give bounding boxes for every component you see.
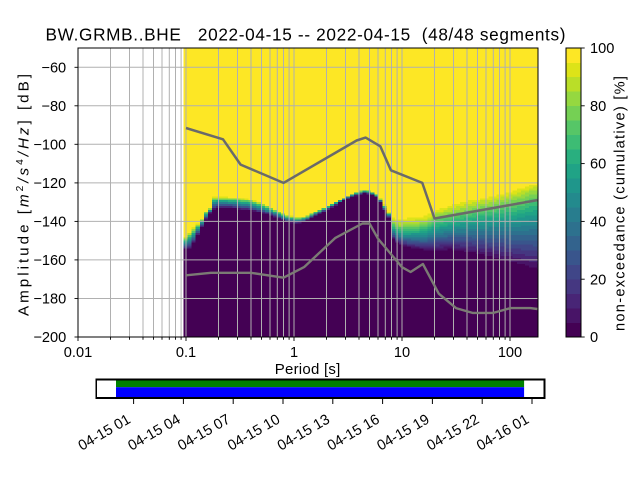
svg-text:−140: −140 — [33, 215, 66, 231]
svg-text:1: 1 — [290, 345, 298, 361]
svg-text:Period [s]: Period [s] — [275, 361, 341, 378]
svg-text:−160: −160 — [33, 253, 66, 269]
svg-text:−180: −180 — [33, 292, 66, 308]
svg-text:−80: −80 — [41, 99, 66, 115]
svg-text:−100: −100 — [33, 138, 66, 154]
svg-text:Amplitude [m2/s4/Hz] [dB]: Amplitude [m2/s4/Hz] [dB] — [15, 74, 33, 316]
svg-text:60: 60 — [590, 157, 606, 173]
svg-text:0: 0 — [590, 330, 598, 346]
svg-text:20: 20 — [590, 272, 606, 288]
svg-text:10: 10 — [394, 345, 410, 361]
svg-text:−200: −200 — [33, 330, 66, 346]
svg-text:0.1: 0.1 — [176, 345, 196, 361]
svg-text:40: 40 — [590, 215, 606, 231]
svg-text:100: 100 — [590, 41, 614, 57]
svg-text:100: 100 — [498, 345, 522, 361]
svg-text:80: 80 — [590, 99, 606, 115]
svg-text:BW.GRMB..BHE 2022-04-15 -- 2: BW.GRMB..BHE 2022-04-15 -- 2022-04-15 (4… — [46, 24, 566, 44]
svg-text:0.01: 0.01 — [64, 345, 92, 361]
svg-text:−120: −120 — [33, 176, 66, 192]
svg-text:non-exceedance (cumulative) [%: non-exceedance (cumulative) [%] — [613, 76, 629, 331]
svg-text:−60: −60 — [41, 61, 66, 77]
